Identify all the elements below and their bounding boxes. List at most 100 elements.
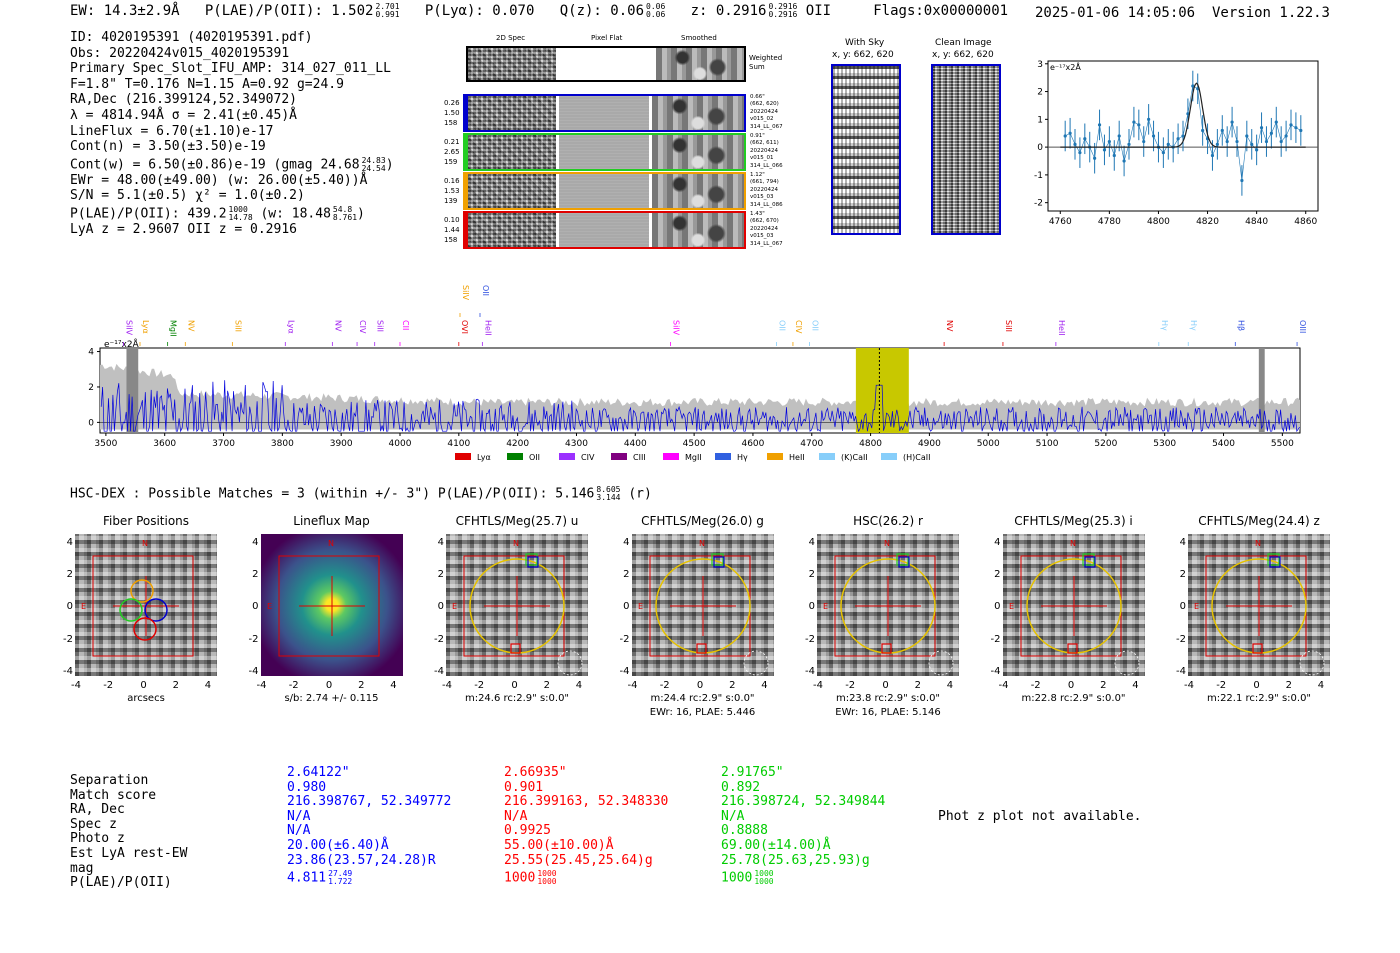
cutout-xtick-label: 4	[390, 680, 397, 691]
neighbor-circle	[1299, 650, 1325, 676]
spec2d-row-marker	[463, 133, 466, 171]
zoom-xtick-label: 4780	[1098, 217, 1121, 227]
spec2d-cell-smooth	[652, 96, 744, 130]
cutout-x-axis: -4 -2 0 2 4	[628, 680, 774, 692]
cutout-x-axis: -4 -2 0 2 4	[71, 680, 217, 692]
neighbor-circle	[743, 650, 768, 676]
zoom-point	[1240, 178, 1244, 183]
cutout-ytick-label: -2	[248, 633, 259, 645]
cutout-xlabel: arcsecs	[127, 693, 165, 704]
match-value: 0.892	[721, 779, 761, 795]
full-line-label: Lyα	[141, 320, 150, 334]
cutout-xtick-label: 4	[761, 680, 768, 691]
info-sn: S/N = 5.1(±0.5) χ² = 1.0(±0.2)	[70, 188, 305, 204]
spec2d-left-value: 0.26	[444, 99, 460, 107]
spec2d-cell-flat	[559, 174, 649, 208]
info-contw: Cont(w) = 6.50(±0.86)e-19 (gmag 24.68	[70, 157, 360, 173]
full-ytick-label: 2	[88, 383, 94, 393]
full-xtick-label: 4000	[389, 439, 412, 449]
spec2d-left-value: 1.50	[444, 109, 460, 117]
spec2d-row-left-labels: 0.26 1.50 158	[444, 98, 460, 128]
match-box-green	[710, 553, 724, 566]
with-sky-xy: x, y: 662, 620	[832, 50, 894, 60]
match-value: 55.00(±10.00)Å	[504, 837, 614, 853]
full-line-label: HeII	[483, 320, 492, 336]
spec2d-row-marker	[463, 94, 466, 132]
fiber-blue	[144, 598, 168, 622]
header-right: 2025-01-06 14:05:06 Version 1.22.3	[1035, 5, 1330, 21]
spec2d-right-value: v015_02	[750, 116, 774, 123]
spec2d-left-value: 1.53	[444, 187, 460, 195]
cutout-x-axis: -4 -2 0 2 4	[999, 680, 1145, 692]
full-line-label: NV	[186, 320, 195, 332]
cutout-ytick-label: 4	[623, 537, 630, 548]
full-line-label: OII	[777, 320, 786, 331]
info-contw-hi: 24.83	[361, 155, 386, 165]
match-column: 2.66935" 0.901 216.399163, 52.348330 N/A 0.9…	[504, 765, 668, 886]
spec2d-left-value: 139	[444, 197, 458, 205]
match-row-label: P(LAE)/P(OII)	[70, 875, 172, 891]
spec2d-row-right-labels: 1.12" (661, 794) 20220424 v015_03 314_LL_086	[750, 172, 783, 209]
match-plae-lo: 1.722	[328, 877, 353, 887]
full-line-label: OVI	[460, 320, 469, 334]
full-line-label: SiIV	[125, 320, 134, 336]
cutout-y-axis: 4 2 0 -2 -4	[432, 534, 444, 677]
match-plae-range: 1000 1000	[537, 870, 556, 886]
full-ytick-label: 0	[88, 418, 94, 428]
header-z-line: OII	[805, 3, 832, 19]
match-row-label: RA, Dec	[70, 802, 125, 818]
cutout-xtick-label: -2	[1216, 680, 1227, 691]
spec2d-cell-smooth	[652, 135, 744, 169]
cutout-ytick-label: -2	[63, 633, 73, 645]
full-xtick-label: 5000	[977, 439, 1000, 449]
cutout-extra: EWr: 16, PLAE: 5.446	[649, 707, 756, 718]
header-timestamp: 2025-01-06 14:05:06	[1034, 5, 1196, 21]
match-plae-hi: 1000	[537, 869, 557, 879]
full-xtick-label: 3800	[271, 439, 294, 449]
spec2d-right-value: 0.66"	[750, 94, 765, 100]
full-line-label: Hβ	[1236, 320, 1245, 331]
neighbor-circle	[557, 650, 583, 676]
cutout-xlabel: m:22.8 rc:2.9" s:0.0"	[1021, 693, 1126, 704]
cutout-xlabel: m:23.8 rc:2.9" s:0.0"	[835, 693, 941, 704]
cutout-y-axis: 4 2 0 -2 -4	[247, 534, 259, 677]
match-plae-value: 4.811	[287, 870, 327, 886]
clean-image-xy: x, y: 662, 620	[932, 50, 994, 60]
spec2d-cell-smooth	[652, 213, 744, 247]
cutout-title: HSC(26.2) r	[853, 514, 923, 528]
info-lambda: λ = 4814.94Å σ = 2.41(±0.45)Å	[70, 107, 297, 123]
spec2d-left-value: 158	[444, 236, 458, 244]
zoom-ytick-label: -2	[1034, 199, 1043, 209]
match-value: 25.78(25.63,25.93)g	[721, 852, 870, 868]
info-contw-lo: 24.54	[361, 163, 386, 173]
cutout-panel: CFHTLS/Meg(26.0) g N E 4 2 0 -2 -4 -4 -2 0 2 4 m:24.4…	[620, 512, 812, 727]
full-xtick-label: 4700	[800, 439, 823, 449]
zoom-data-line	[1065, 85, 1301, 181]
cutout-ytick-label: 4	[252, 537, 259, 548]
match-box-green	[1081, 553, 1095, 566]
header-z-lo: 0.2916	[768, 10, 798, 19]
match-plae-lo: 1000	[537, 877, 557, 887]
weighted-2d	[468, 48, 556, 80]
match-plae-value: 1000	[504, 870, 536, 886]
spec2d-row-left-labels: 0.21 2.65 159	[444, 137, 460, 167]
spec2d-row-left-labels: 0.10 1.44 158	[444, 215, 460, 245]
cutout-xtick-label: 2	[358, 680, 365, 691]
spec2d-row	[466, 133, 746, 171]
full-legend-swatch	[611, 453, 627, 460]
cutout-east-label: E	[81, 602, 86, 611]
cutout-x-axis: -4 -2 0 2 4	[442, 680, 588, 692]
spec2d-panel: 2D Spec Pixel Flat Smoothed Weighted Sum…	[444, 34, 786, 256]
header-qz: Q(z): 0.06	[559, 3, 645, 19]
cutout-xtick-label: 0	[882, 680, 889, 691]
cutout-xtick-label: 4	[575, 680, 583, 691]
match-box-red	[881, 643, 892, 654]
cutout-xtick-label: 0	[325, 680, 333, 691]
hsc-title: HSC-DEX : Possible Matches = 3 (within +…	[70, 486, 595, 502]
cutout-xtick-label: 2	[914, 680, 921, 691]
cutout-ytick-label: 0	[623, 601, 630, 613]
cutout-north-label: N	[142, 539, 148, 548]
info-obs: Obs: 20220424v015_4020195391	[70, 45, 290, 61]
